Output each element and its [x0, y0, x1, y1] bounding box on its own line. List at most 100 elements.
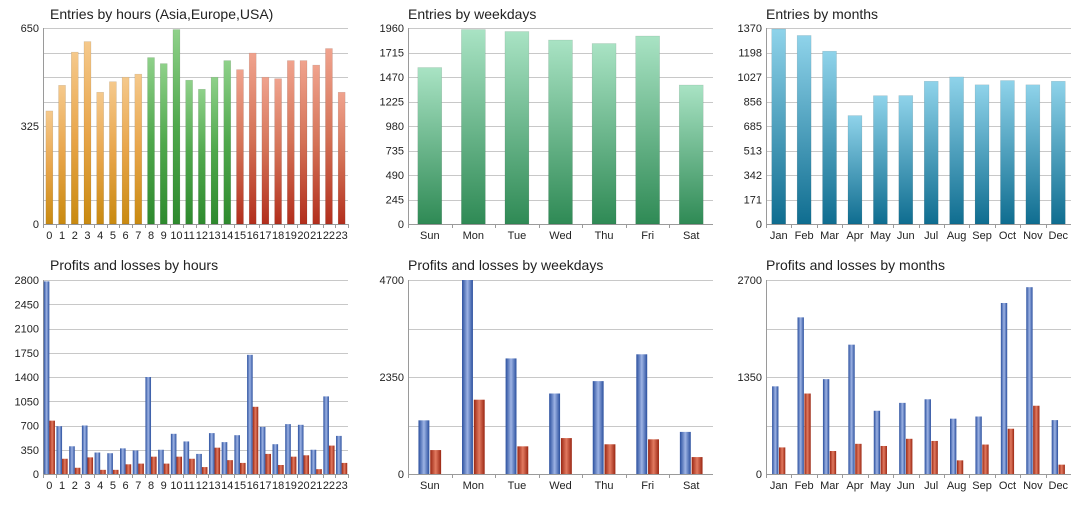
bar — [223, 60, 232, 225]
chart-profits-losses-by-weekdays: Profits and losses by weekdays 0 2350 4700… — [358, 250, 714, 500]
y-tick-label: 856 — [744, 97, 762, 109]
bar — [83, 41, 92, 225]
chart-entries-by-hours: Entries by hours (Asia,Europe,USA) 0 325 6… — [0, 0, 355, 250]
y-tick-label: 685 — [744, 121, 762, 133]
chart-title: Entries by hours (Asia,Europe,USA) — [50, 6, 274, 22]
bar — [71, 51, 79, 225]
x-tick-label: 16 — [247, 480, 259, 492]
x-tick-label: Mar — [820, 230, 839, 242]
x-tick-label: Feb — [795, 480, 814, 492]
x-tick-label: Jul — [924, 230, 938, 242]
x-tick-label: Sep — [972, 480, 992, 492]
bar — [847, 115, 863, 225]
y-tick-label: 980 — [386, 121, 404, 133]
chart-title: Profits and losses by weekdays — [408, 257, 604, 273]
bar-loss — [62, 458, 68, 474]
y-tick-label: 650 — [21, 23, 39, 35]
x-tick-label: 1 — [59, 480, 65, 492]
bar-loss — [74, 467, 81, 474]
x-tick-label: 19 — [285, 480, 297, 492]
x-tick-label: Sun — [420, 480, 440, 492]
bar-loss — [880, 445, 887, 474]
bar — [134, 73, 143, 225]
x-tick-label: 5 — [110, 230, 116, 242]
bar-loss — [341, 462, 348, 474]
y-tick-label: 2700 — [738, 275, 762, 287]
x-tick-label: Dec — [1049, 480, 1069, 492]
bar — [974, 84, 990, 225]
y-tick-label: 325 — [21, 121, 39, 133]
y-tick-label: 490 — [386, 170, 404, 182]
bar — [949, 76, 964, 225]
bar-profit — [797, 317, 804, 474]
bar-profit — [462, 280, 473, 474]
x-tick-label: 12 — [196, 480, 208, 492]
bar-loss — [151, 456, 157, 474]
bar-loss — [87, 457, 94, 474]
x-tick-label: 21 — [310, 230, 322, 242]
bar-loss — [517, 446, 529, 474]
x-tick-label: Sun — [420, 230, 440, 242]
bar — [236, 69, 244, 225]
bar-loss — [1033, 405, 1040, 474]
bar — [873, 95, 888, 225]
chart-entries-by-weekdays: Entries by weekdays 0 245 490 735 980 1225 147… — [358, 0, 714, 250]
bar-loss — [473, 399, 485, 474]
x-tick-label: 2 — [72, 230, 78, 242]
y-tick-label: 1050 — [15, 396, 39, 408]
bar-profit — [221, 442, 228, 474]
bar — [548, 39, 573, 225]
x-tick-label: Jan — [770, 230, 788, 242]
bar-loss — [100, 469, 106, 474]
bar-profit — [56, 426, 63, 474]
x-tick-label: Nov — [1023, 480, 1043, 492]
x-tick-label: Nov — [1023, 230, 1043, 242]
bar-loss — [163, 463, 170, 474]
x-tick-label: 1 — [59, 230, 65, 242]
bar-profit — [43, 281, 50, 474]
bar-profit — [772, 386, 779, 474]
bar-loss — [430, 450, 442, 474]
x-tick-label: Jun — [897, 480, 915, 492]
bar-loss — [278, 464, 284, 474]
x-tick-label: Oct — [999, 230, 1016, 242]
bar-loss — [855, 443, 862, 474]
bar-profit — [183, 441, 190, 474]
bar — [337, 91, 346, 225]
bar — [185, 79, 193, 225]
y-tick-label: 350 — [21, 445, 39, 457]
bar — [796, 35, 812, 225]
bar-loss — [778, 447, 786, 474]
bar — [504, 31, 530, 225]
x-tick-label: Sep — [972, 230, 992, 242]
x-tick-label: Mon — [463, 230, 484, 242]
x-tick-label: 6 — [123, 230, 129, 242]
bar-loss — [829, 451, 837, 474]
x-tick-label: 10 — [170, 480, 182, 492]
x-tick-label: Jun — [897, 230, 915, 242]
chart-title: Entries by weekdays — [408, 6, 537, 22]
y-tick-label: 171 — [744, 195, 762, 207]
x-tick-label: 23 — [336, 480, 348, 492]
bar-profit — [418, 420, 430, 474]
y-tick-label: 245 — [386, 195, 404, 207]
x-tick-label: 22 — [323, 230, 335, 242]
chart-plot: 0 1350 2700 Jan Feb Mar Apr May Jun Jul Aug Sep Oct N… — [738, 275, 1072, 492]
x-tick-label: 13 — [208, 480, 220, 492]
bar-profit — [81, 425, 88, 474]
x-tick-label: 16 — [247, 230, 259, 242]
x-tick-label: Aug — [947, 480, 967, 492]
y-tick-label: 342 — [744, 170, 762, 182]
chart-title: Entries by months — [766, 6, 879, 22]
x-tick-label: Aug — [947, 230, 967, 242]
x-tick-label: Wed — [549, 230, 571, 242]
x-tick-label: 6 — [123, 480, 129, 492]
y-tick-label: 0 — [756, 219, 762, 231]
bar-profit — [234, 435, 240, 474]
x-tick-label: Oct — [999, 480, 1016, 492]
bar — [822, 50, 837, 225]
bar-profit — [297, 424, 304, 474]
bar-profit — [120, 448, 126, 474]
x-tick-label: 0 — [46, 480, 52, 492]
